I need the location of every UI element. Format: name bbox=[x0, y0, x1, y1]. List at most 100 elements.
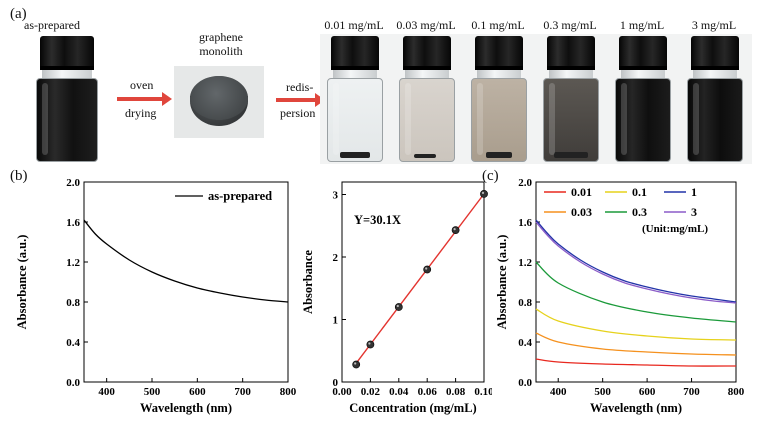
series-line-1 bbox=[535, 219, 737, 303]
x-tick-label: 0.04 bbox=[389, 386, 409, 398]
panel-label-b: (b) bbox=[10, 168, 28, 184]
data-point-highlight bbox=[481, 191, 485, 194]
chart-calibration: 0.00 0.02 0.04 0.06 0.08 0.10 0 1 2 3 Concentratio… bbox=[301, 181, 492, 415]
series-line-3 bbox=[535, 221, 737, 304]
fit-equation: Y=30.1X bbox=[354, 213, 401, 227]
x-tick-label: 600 bbox=[189, 386, 206, 398]
legend-label-1: 1 bbox=[691, 185, 697, 199]
chart-uv-as-prepared: 400 500 600 700 800 0.0 0.4 0.8 1.2 1.6 2.0 Wavelen… bbox=[15, 177, 297, 415]
data-point-highlight bbox=[354, 362, 357, 365]
x-tick-label: 0.06 bbox=[418, 386, 438, 398]
x-tick-label: 800 bbox=[280, 386, 297, 398]
y-tick-label: 3 bbox=[333, 190, 339, 202]
data-point-highlight bbox=[368, 342, 371, 345]
legend-unit-note: (Unit:mg/mL) bbox=[642, 223, 708, 235]
series-line-0.03 bbox=[535, 332, 737, 356]
plot-frame bbox=[341, 181, 485, 383]
monolith-label: monolith bbox=[199, 44, 243, 58]
vial-label-1: 0.03 mg/mL bbox=[396, 18, 456, 32]
x-axis-label: Wavelength (nm) bbox=[140, 401, 232, 415]
series-line-0.01 bbox=[535, 358, 737, 367]
data-point-highlight bbox=[425, 267, 428, 270]
x-tick-label: 400 bbox=[550, 386, 567, 398]
data-point bbox=[451, 226, 460, 235]
y-tick-label: 1.6 bbox=[66, 217, 80, 229]
fit-line bbox=[355, 193, 485, 364]
drying-arrow bbox=[117, 92, 172, 106]
vial-3 bbox=[687, 36, 743, 162]
y-tick-label: 2.0 bbox=[518, 177, 532, 189]
data-point-highlight bbox=[396, 304, 399, 308]
data-point-highlight bbox=[453, 228, 456, 231]
as-prepared-label: as-prepared bbox=[24, 18, 80, 32]
x-tick-label: 700 bbox=[683, 386, 700, 398]
vial-label-5: 3 mg/mL bbox=[691, 18, 737, 32]
legend-label-0.03: 0.03 bbox=[571, 205, 592, 219]
data-point bbox=[352, 360, 361, 369]
x-tick-label: 700 bbox=[234, 386, 251, 398]
legend-label-0.3: 0.3 bbox=[632, 205, 647, 219]
redispersion-arrow bbox=[276, 93, 325, 107]
vial-label-0: 0.01 mg/mL bbox=[324, 18, 384, 32]
redispersion-label-1: redis- bbox=[286, 80, 314, 94]
vial-label-4: 1 mg/mL bbox=[619, 18, 665, 32]
series-line-as-prepared bbox=[83, 219, 289, 303]
plot-frame bbox=[83, 181, 289, 383]
y-axis-label: Absorbance bbox=[301, 250, 315, 314]
panel-label-c: (c) bbox=[482, 168, 499, 184]
vial-label-2: 0.1 mg/mL bbox=[471, 18, 525, 32]
x-tick-label: 0.02 bbox=[361, 386, 381, 398]
plot-frame bbox=[535, 181, 737, 383]
vial-0-01 bbox=[327, 36, 383, 162]
graphene-label: graphene bbox=[199, 30, 243, 44]
vial-label-3: 0.3 mg/mL bbox=[543, 18, 597, 32]
data-point bbox=[480, 189, 488, 198]
y-tick-label: 0.4 bbox=[66, 337, 80, 349]
y-tick-label: 0 bbox=[333, 377, 339, 389]
y-tick-label: 1 bbox=[333, 315, 339, 327]
y-tick-label: 0.8 bbox=[66, 297, 80, 309]
vial-0-03 bbox=[399, 36, 455, 162]
drying-label: drying bbox=[125, 106, 157, 120]
y-tick-label: 1.2 bbox=[518, 257, 532, 269]
panel-label-a: (a) bbox=[10, 6, 27, 22]
redispersion-label-2: persion bbox=[280, 106, 316, 120]
y-axis-label: Absorbance (a.u.) bbox=[15, 235, 29, 330]
x-axis-label: Wavelength (nm) bbox=[590, 401, 682, 415]
x-tick-label: 0.00 bbox=[332, 386, 352, 398]
legend-label: as-prepared bbox=[208, 189, 272, 203]
y-tick-label: 1.2 bbox=[66, 257, 80, 269]
y-tick-label: 2 bbox=[333, 252, 339, 264]
legend-label-3: 3 bbox=[691, 205, 697, 219]
x-tick-label: 0.10 bbox=[474, 386, 492, 398]
data-point bbox=[423, 265, 432, 274]
x-tick-label: 600 bbox=[639, 386, 656, 398]
y-tick-label: 0.0 bbox=[518, 377, 532, 389]
x-tick-label: 500 bbox=[594, 386, 611, 398]
y-tick-label: 0.0 bbox=[66, 377, 80, 389]
vial-1 bbox=[615, 36, 671, 162]
vial-0-3 bbox=[543, 36, 599, 162]
vial-0-1 bbox=[471, 36, 527, 162]
oven-label: oven bbox=[130, 78, 154, 92]
graphene-monolith-photo bbox=[174, 66, 264, 138]
x-axis-label: Concentration (mg/mL) bbox=[349, 401, 476, 415]
vial-photo-strip bbox=[320, 34, 752, 164]
data-point bbox=[366, 340, 375, 349]
x-tick-label: 0.08 bbox=[446, 386, 466, 398]
x-tick-label: 800 bbox=[728, 386, 745, 398]
data-point bbox=[394, 303, 403, 311]
as-prepared-vial bbox=[36, 36, 98, 162]
y-axis-label: Absorbance (a.u.) bbox=[495, 235, 509, 330]
x-tick-label: 500 bbox=[144, 386, 161, 398]
series-line-0.1 bbox=[535, 308, 737, 341]
x-tick-label: 400 bbox=[98, 386, 115, 398]
series-line-0.3 bbox=[535, 261, 737, 323]
legend-label-0.01: 0.01 bbox=[571, 185, 592, 199]
y-tick-label: 1.6 bbox=[518, 217, 532, 229]
chart-uv-concentrations: 400 500 600 700 800 0.0 0.4 0.8 1.2 1.6 2.0 Wavelen… bbox=[495, 177, 745, 415]
legend-label-0.1: 0.1 bbox=[632, 185, 647, 199]
y-tick-label: 0.8 bbox=[518, 297, 532, 309]
y-tick-label: 0.4 bbox=[518, 337, 532, 349]
y-tick-label: 2.0 bbox=[66, 177, 80, 189]
